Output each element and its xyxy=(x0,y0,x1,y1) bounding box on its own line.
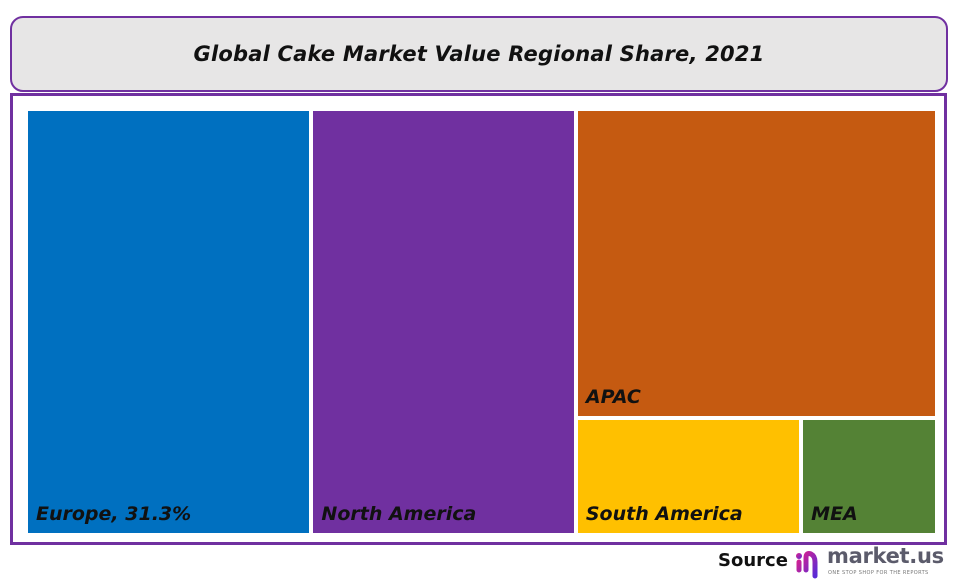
treemap-cell-south-america: South America xyxy=(577,419,800,533)
treemap-cell-mea: MEA xyxy=(803,419,935,533)
chart-title: Global Cake Market Value Regional Share,… xyxy=(193,42,765,66)
treemap-cell-apac: APAC xyxy=(577,111,935,416)
treemap-cell-europe: Europe, 31.3% xyxy=(28,111,310,533)
treemap-label: APAC xyxy=(585,385,641,408)
treemap-label: Europe, 31.3% xyxy=(36,503,192,525)
treemap-label: North America xyxy=(321,503,477,525)
treemap-cell-north-america: North America xyxy=(313,111,574,533)
source-label: Source xyxy=(718,550,788,571)
market-us-logo-icon xyxy=(796,551,825,579)
logo-tagline: ONE STOP SHOP FOR THE REPORTS xyxy=(828,570,929,576)
treemap-label: MEA xyxy=(811,502,858,525)
chart-title-box: Global Cake Market Value Regional Share,… xyxy=(10,16,948,92)
logo-text: market.us xyxy=(827,544,944,568)
treemap-label: South America xyxy=(585,502,743,525)
chart-frame: Europe, 31.3% North America APAC South Amer… xyxy=(10,93,947,545)
treemap-plot: Europe, 31.3% North America APAC South Amer… xyxy=(26,109,937,535)
market-us-logo: market.us ONE STOP SHOP FOR THE REPORTS xyxy=(795,544,945,580)
